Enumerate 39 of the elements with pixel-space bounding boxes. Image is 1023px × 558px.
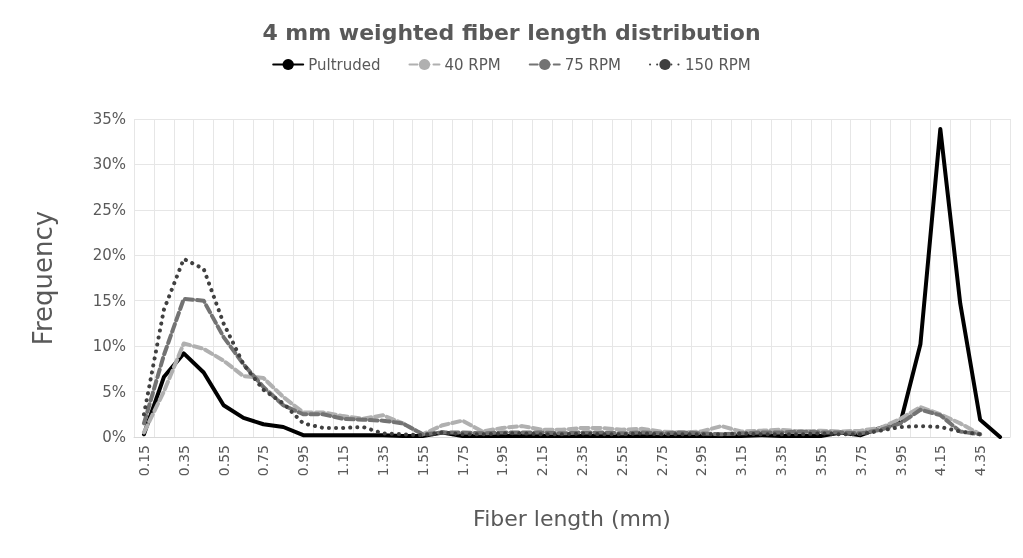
legend-label: 40 RPM <box>444 55 501 74</box>
x-tick-label: 3.95 <box>892 445 909 477</box>
x-tick-label: 1.95 <box>494 445 511 477</box>
y-tick-label: 20% <box>92 246 126 265</box>
y-tick-label: 30% <box>92 155 126 174</box>
x-tick-label: 2.35 <box>573 445 590 477</box>
x-tick-label: 0.75 <box>255 445 272 477</box>
x-tick-label: 3.55 <box>812 445 829 477</box>
y-tick-label: 5% <box>102 382 126 401</box>
x-tick-label: 0.95 <box>295 445 312 477</box>
x-tick-label: 3.35 <box>773 445 790 477</box>
x-tick-label: 1.75 <box>454 445 471 477</box>
x-tick-label: 1.15 <box>335 445 352 477</box>
legend-label: 150 RPM <box>685 55 751 74</box>
y-tick-label: 25% <box>92 200 126 219</box>
y-tick-label: 10% <box>92 337 126 356</box>
x-tick-label: 4.35 <box>972 445 989 477</box>
legend-label: Pultruded <box>308 55 381 74</box>
x-tick-label: 2.15 <box>534 445 551 477</box>
line-series <box>141 296 983 437</box>
x-tick-label: 2.95 <box>693 445 710 477</box>
x-tick-label: 3.15 <box>733 445 750 477</box>
x-tick-label: 3.75 <box>852 445 869 477</box>
x-tick-label: 0.35 <box>175 445 192 477</box>
x-tick-label: 4.15 <box>932 445 949 477</box>
y-tick-label: 0% <box>102 428 126 446</box>
x-axis-title: Fiber length (mm) <box>473 505 671 531</box>
x-tick-label: 2.75 <box>653 445 670 477</box>
y-axis-title: Frequency <box>28 210 58 346</box>
chart-title: 4 mm weighted fiber length distribution <box>262 19 761 45</box>
line-series <box>141 256 983 438</box>
y-tick-label: 35% <box>92 110 126 128</box>
x-tick-label: 0.55 <box>215 445 232 477</box>
x-tick-label: 2.55 <box>613 445 630 477</box>
x-tick-label: 0.15 <box>135 445 152 477</box>
y-tick-label: 15% <box>92 291 126 310</box>
x-tick-label: 1.35 <box>374 445 391 477</box>
x-tick-label: 1.55 <box>414 445 431 477</box>
legend-label: 75 RPM <box>564 55 621 74</box>
